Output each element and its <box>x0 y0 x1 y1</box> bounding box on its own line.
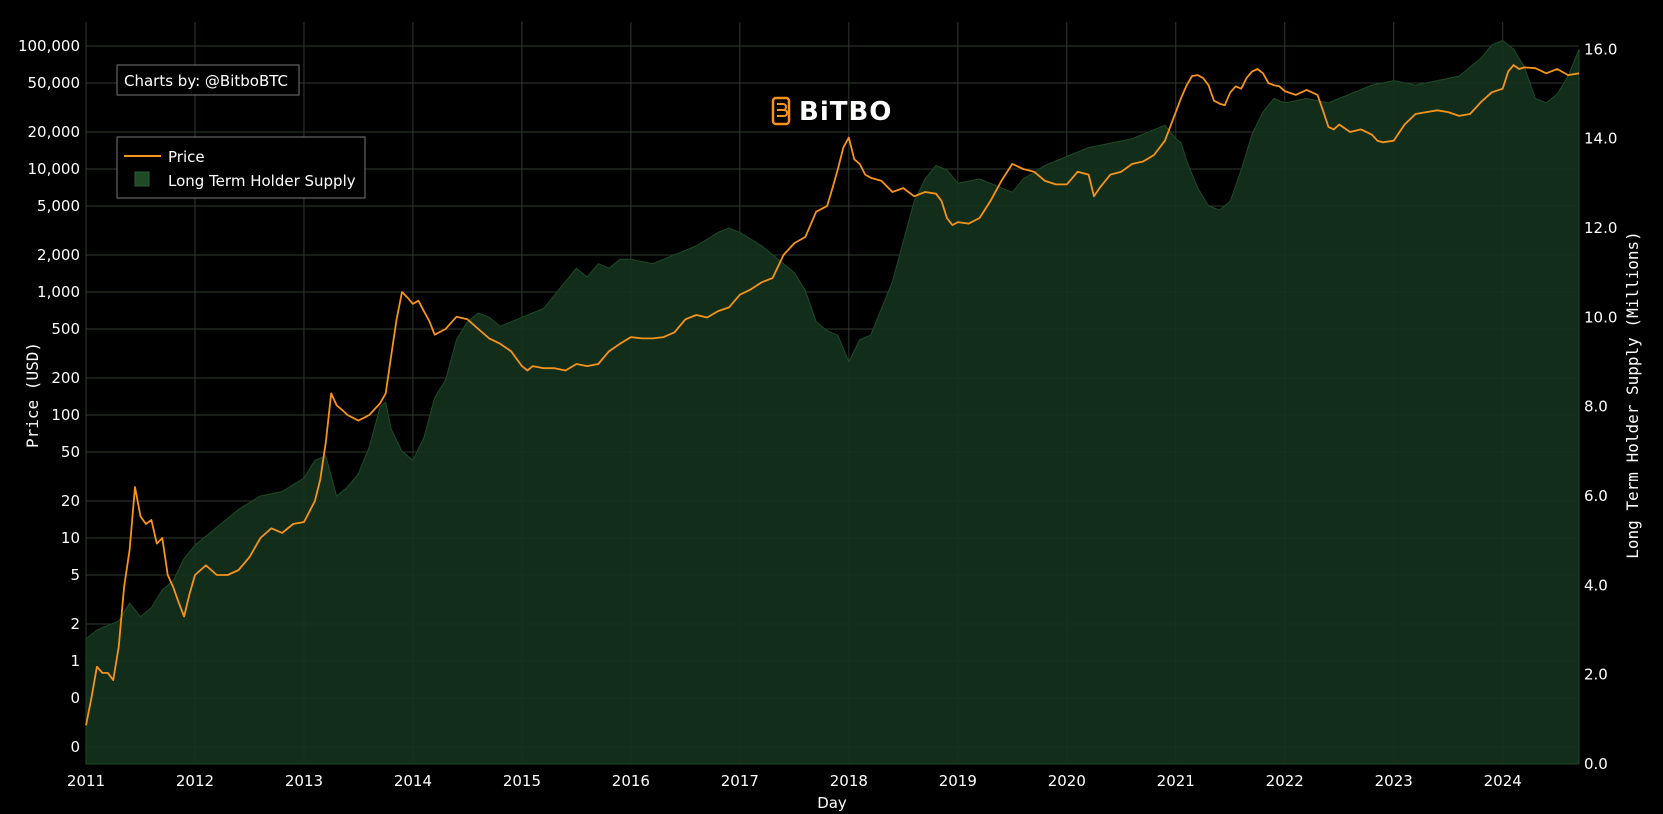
right-tick-label: 10.0 <box>1584 308 1617 326</box>
x-axis-title: Day <box>817 794 847 812</box>
x-tick-label: 2016 <box>612 772 650 790</box>
credit-text: Charts by: @BitboBTC <box>124 72 288 90</box>
x-tick-label: 2020 <box>1048 772 1086 790</box>
left-tick-label: 10 <box>61 529 80 547</box>
left-tick-label: 500 <box>51 320 80 338</box>
x-tick-label: 2022 <box>1266 772 1304 790</box>
x-tick-label: 2015 <box>503 772 541 790</box>
legend-supply-label: Long Term Holder Supply <box>168 172 356 190</box>
left-tick-label: 50,000 <box>28 74 81 92</box>
x-tick-label: 2018 <box>830 772 868 790</box>
left-tick-label: 20,000 <box>28 123 81 141</box>
right-tick-label: 2.0 <box>1584 666 1608 684</box>
left-tick-label: 0 <box>70 738 80 756</box>
right-axis-ticks: 0.0 2.0 4.0 6.0 8.0 10.0 12.0 14.0 16.0 <box>1584 40 1617 773</box>
bitbo-b-icon <box>771 96 791 126</box>
right-tick-label: 12.0 <box>1584 219 1617 237</box>
credit-box-frame <box>116 64 300 96</box>
x-tick-label: 2011 <box>67 772 105 790</box>
left-tick-label: 1 <box>70 652 80 670</box>
right-tick-label: 14.0 <box>1584 130 1617 148</box>
logo-text: BiTBO <box>799 97 892 127</box>
right-tick-label: 6.0 <box>1584 487 1608 505</box>
left-axis-title: Price (USD) <box>23 342 42 448</box>
left-tick-label: 200 <box>51 369 80 387</box>
left-tick-label: 5 <box>70 566 80 584</box>
left-tick-label: 20 <box>61 492 80 510</box>
legend-frame <box>116 136 366 199</box>
supply-area <box>85 39 1580 765</box>
x-tick-label: 2013 <box>285 772 323 790</box>
right-tick-label: 0.0 <box>1584 755 1608 773</box>
left-tick-label: 100,000 <box>18 37 80 55</box>
x-tick-label: 2019 <box>939 772 977 790</box>
left-tick-label: 1,000 <box>37 283 80 301</box>
x-tick-label: 2012 <box>176 772 214 790</box>
x-tick-label: 2017 <box>721 772 759 790</box>
line-layer <box>85 64 1580 726</box>
area-layer <box>85 39 1580 765</box>
x-tick-label: 2014 <box>394 772 432 790</box>
right-tick-label: 16.0 <box>1584 40 1617 58</box>
legend-supply-swatch <box>134 171 150 187</box>
legend-price-label: Price <box>168 148 205 166</box>
left-tick-label: 2,000 <box>37 246 80 264</box>
x-tick-label: 2021 <box>1157 772 1195 790</box>
left-tick-label: 100 <box>51 406 80 424</box>
left-tick-label: 5,000 <box>37 197 80 215</box>
credit-box: Charts by: @BitboBTC <box>116 64 300 96</box>
left-tick-label: 50 <box>61 443 80 461</box>
right-tick-label: 8.0 <box>1584 398 1608 416</box>
right-axis-title: Long Term Holder Supply (Millions) <box>1623 231 1642 559</box>
right-tick-label: 4.0 <box>1584 576 1608 594</box>
x-tick-label: 2023 <box>1375 772 1413 790</box>
price-line <box>85 64 1580 726</box>
left-axis-ticks: 0 0 1 2 5 10 20 50 100 200 500 1,000 2,000 5,000 10,00… <box>18 37 80 756</box>
left-tick-label: 10,000 <box>28 160 81 178</box>
legend: Price Long Term Holder Supply <box>116 136 366 199</box>
left-tick-label: 2 <box>70 615 80 633</box>
x-axis-ticks: 2011 2012 2013 2014 2015 2016 2017 2018 2019 2020… <box>67 772 1522 790</box>
x-tick-label: 2024 <box>1484 772 1522 790</box>
left-tick-label: 0 <box>70 689 80 707</box>
bitbo-logo: BiTBO <box>771 96 892 127</box>
